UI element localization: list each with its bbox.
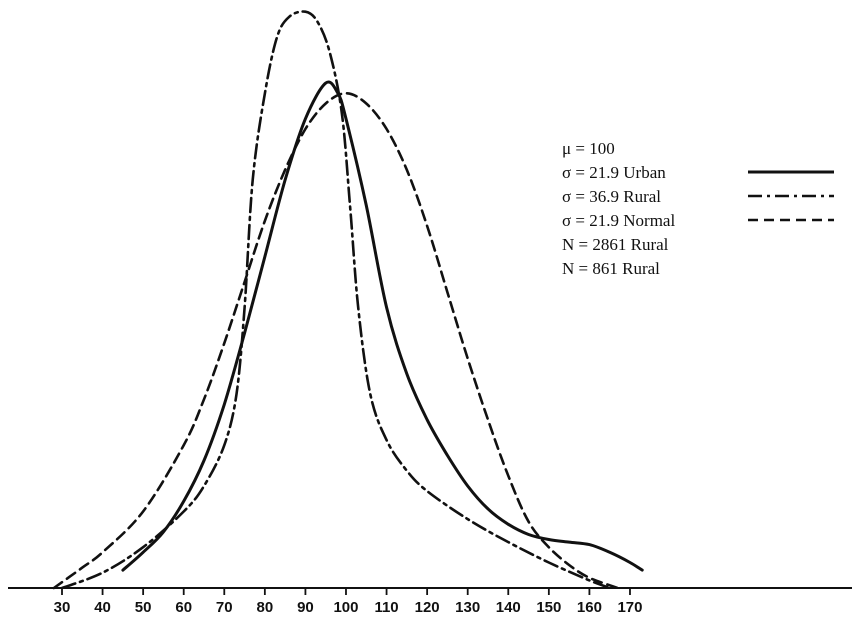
x-tick-label-110: 110 [374, 599, 398, 616]
curves [52, 10, 644, 590]
x-tick-label-80: 80 [257, 599, 274, 616]
legend-entry-4: N = 2861 Rural [562, 235, 669, 254]
x-tick-label-150: 150 [536, 599, 561, 616]
legend-entry-2: σ = 36.9 Rural [562, 187, 661, 206]
x-tick-label-140: 140 [496, 599, 521, 616]
x-tick-label-70: 70 [216, 599, 233, 616]
x-tick-label-120: 120 [415, 599, 440, 616]
legend-entry-3: σ = 21.9 Normal [562, 211, 675, 230]
x-axis-ticks: 30 40 50 60 70 80 90 100 110 120 130 140 150 160 170 [54, 588, 642, 616]
curve-dash-dot [60, 10, 611, 590]
x-tick-label-100: 100 [333, 599, 358, 616]
x-tick-label-160: 160 [577, 599, 602, 616]
curve-dashed [52, 92, 620, 590]
x-tick-label-170: 170 [617, 599, 642, 616]
x-tick-label-30: 30 [54, 599, 71, 616]
x-tick-label-130: 130 [455, 599, 480, 616]
legend-entry-1: σ = 21.9 Urban [562, 163, 666, 182]
x-tick-label-60: 60 [175, 599, 192, 616]
legend-entry-0: μ = 100 [562, 139, 615, 158]
x-tick-label-40: 40 [94, 599, 111, 616]
x-tick-label-90: 90 [297, 599, 314, 616]
curve-solid [121, 80, 644, 572]
x-tick-label-50: 50 [135, 599, 152, 616]
legend-entry-5: N = 861 Rural [562, 259, 660, 278]
legend: μ = 100 σ = 21.9 Urban σ = 36.9 Rural σ = 2… [562, 139, 834, 278]
